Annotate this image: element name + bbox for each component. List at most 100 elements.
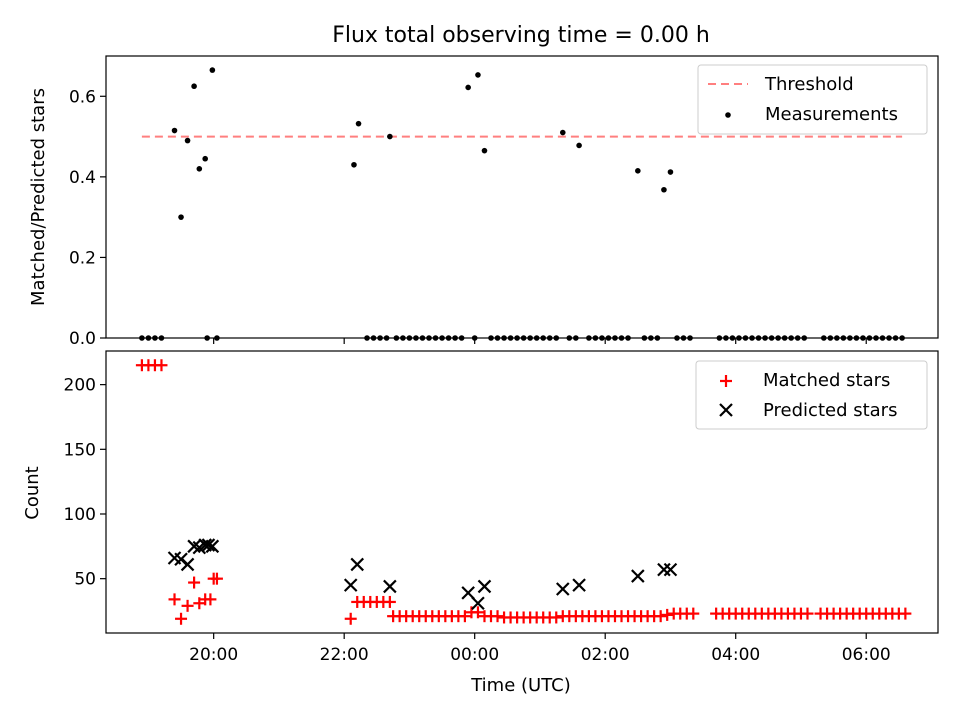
x-tick-label: 00:00 xyxy=(450,645,499,665)
matched-star-point xyxy=(491,610,504,623)
measurement-point xyxy=(514,335,520,341)
measurement-point xyxy=(736,335,742,341)
top-x-ticks xyxy=(213,338,867,344)
measurement-point xyxy=(507,335,514,341)
matched-star-point xyxy=(550,611,563,624)
measurement-point xyxy=(788,335,794,341)
measurement-point xyxy=(202,155,208,162)
measurement-point xyxy=(716,335,723,341)
bottom-panel: 50 100 150 200 20:00 22:00 00:00 02:00 04:00 06:… xyxy=(22,350,939,696)
measurement-point xyxy=(171,127,178,134)
legend-measurements-swatch xyxy=(725,112,731,118)
measurement-point xyxy=(605,335,612,341)
matched-star-point xyxy=(168,593,181,606)
bottom-legend-box xyxy=(695,360,928,430)
measurement-point xyxy=(196,166,203,172)
measurement-point xyxy=(452,335,458,341)
measurement-point xyxy=(426,335,432,341)
x-axis-label: Time (UTC) xyxy=(470,675,571,696)
predicted-star-point xyxy=(631,569,645,583)
measurement-point xyxy=(191,83,197,90)
legend-measurements-label: Measurements xyxy=(765,104,898,125)
measurement-point xyxy=(546,335,553,341)
bottom-legend: Matched stars Predicted stars xyxy=(695,360,928,430)
measurement-point xyxy=(553,335,560,341)
x-tick-label: 22:00 xyxy=(320,645,369,665)
x-tick-label: 06:00 xyxy=(842,645,891,665)
matched-star-point xyxy=(471,606,484,619)
measurement-point xyxy=(445,335,452,341)
measurement-point xyxy=(432,335,439,341)
measurement-point xyxy=(729,335,736,341)
y-tick-label: 150 xyxy=(64,440,96,460)
measurement-point xyxy=(540,335,547,341)
x-tick-label: 20:00 xyxy=(189,645,238,665)
measurement-point xyxy=(387,133,393,140)
measurement-point xyxy=(501,335,507,341)
measurement-point xyxy=(204,335,210,341)
measurement-point xyxy=(886,335,892,341)
measurement-point xyxy=(533,335,540,341)
y-tick-label: 0.6 xyxy=(69,87,96,107)
measurement-point xyxy=(821,335,827,341)
measurement-point xyxy=(139,335,145,341)
measurement-point xyxy=(439,335,445,341)
measurement-point xyxy=(801,335,808,341)
measurement-point xyxy=(648,335,654,341)
measurement-point xyxy=(847,335,853,341)
measurement-point xyxy=(742,335,749,341)
measurement-point xyxy=(781,335,788,341)
measurement-point xyxy=(370,335,377,341)
predicted-star-point xyxy=(461,586,475,600)
measurement-point xyxy=(827,335,834,341)
predicted-star-point xyxy=(180,557,195,572)
matched-star-point xyxy=(181,599,194,612)
measurement-point xyxy=(618,335,625,341)
measurement-point xyxy=(853,335,860,341)
predicted-star-point xyxy=(205,539,220,554)
measurement-point xyxy=(377,335,383,341)
measurement-point xyxy=(625,335,631,341)
measurement-point xyxy=(840,335,847,341)
measurement-point xyxy=(488,335,494,341)
measurement-point xyxy=(406,335,413,341)
top-panel: 0.0 0.2 0.4 0.6 Matched/Predicted stars Thr… xyxy=(28,55,939,349)
bottom-x-ticks: 20:00 22:00 00:00 02:00 04:00 06:00 xyxy=(189,633,891,665)
measurement-point xyxy=(475,72,481,78)
measurement-point xyxy=(152,335,158,341)
predicted-star-point xyxy=(556,582,570,596)
top-y-ticks: 0.0 0.2 0.4 0.6 xyxy=(69,87,106,349)
measurement-point xyxy=(158,335,165,341)
legend-predicted-label: Predicted stars xyxy=(763,400,897,421)
measurement-point xyxy=(879,335,886,341)
bottom-plot-frame xyxy=(105,350,939,634)
matched-star-point xyxy=(458,610,471,623)
measurement-point xyxy=(364,335,370,341)
measurement-point xyxy=(559,129,566,136)
matched-star-point xyxy=(188,576,201,589)
measurement-point xyxy=(860,335,866,341)
measurement-point xyxy=(214,335,220,341)
measurement-point xyxy=(755,335,762,341)
x-tick-label: 02:00 xyxy=(581,645,630,665)
top-legend: Threshold Measurements xyxy=(697,64,928,135)
measurement-point xyxy=(899,335,905,341)
matched-star-point xyxy=(204,593,217,606)
legend-threshold-label: Threshold xyxy=(764,74,854,95)
legend-predicted-swatch xyxy=(719,403,733,417)
matched-star-point xyxy=(344,612,357,625)
matched-star-point xyxy=(155,359,168,372)
measurement-point xyxy=(355,120,362,127)
measurement-point xyxy=(775,335,781,341)
measurement-point xyxy=(573,335,579,341)
measurement-point xyxy=(674,335,680,341)
measurement-point xyxy=(635,168,641,174)
measurement-point xyxy=(661,186,667,193)
measurement-point xyxy=(586,335,592,341)
measurement-point xyxy=(481,147,488,154)
measurement-point xyxy=(494,335,501,341)
measurement-point xyxy=(834,335,840,341)
measurement-point xyxy=(892,335,899,341)
legend-matched-swatch xyxy=(720,375,732,387)
